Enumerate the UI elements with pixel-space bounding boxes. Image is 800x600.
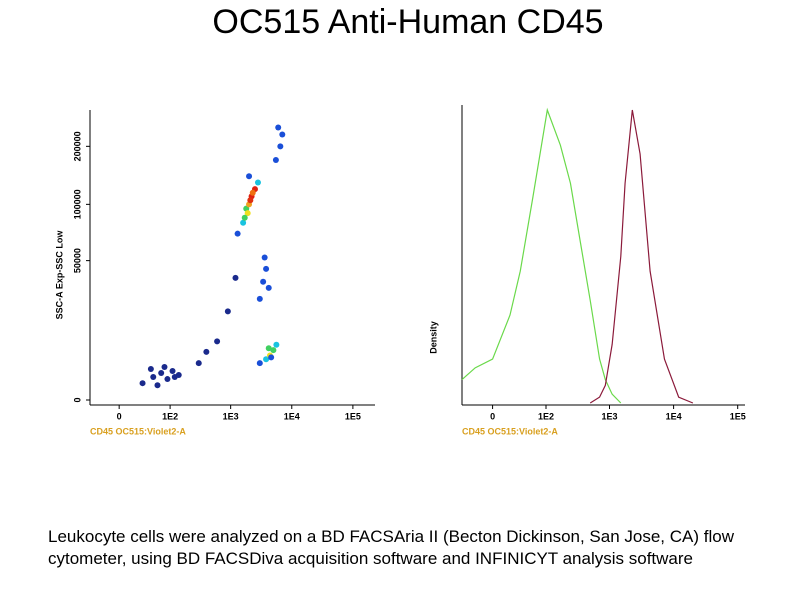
point bbox=[249, 189, 256, 196]
point bbox=[254, 179, 261, 186]
point bbox=[161, 363, 168, 370]
point bbox=[261, 254, 268, 261]
x-tick-label: 1E2 bbox=[162, 411, 178, 421]
y-tick-label: 50000 bbox=[72, 248, 82, 273]
point bbox=[260, 278, 267, 285]
y-axis-label: Density bbox=[428, 321, 438, 354]
point bbox=[263, 265, 270, 272]
x-tick-label: 1E5 bbox=[345, 411, 361, 421]
point bbox=[224, 308, 231, 315]
point bbox=[247, 197, 254, 204]
title: OC515 Anti-Human CD45 bbox=[212, 3, 603, 41]
point bbox=[268, 354, 275, 361]
x-axis-label: CD45 OC515:Violet2-A bbox=[462, 426, 558, 436]
point bbox=[154, 382, 161, 389]
point bbox=[195, 360, 202, 367]
point bbox=[169, 367, 176, 374]
point bbox=[232, 274, 239, 281]
point bbox=[203, 348, 210, 355]
point bbox=[139, 380, 146, 387]
point bbox=[246, 173, 253, 180]
point bbox=[164, 376, 171, 383]
x-tick-label: 1E4 bbox=[666, 411, 682, 421]
y-tick-label: 100000 bbox=[72, 189, 82, 219]
point bbox=[256, 295, 263, 302]
x-tick-label: 0 bbox=[117, 411, 122, 421]
caption: Leukocyte cells were analyzed on a BD FA… bbox=[48, 527, 734, 568]
point bbox=[270, 347, 277, 354]
point bbox=[275, 124, 282, 131]
x-tick-label: 0 bbox=[490, 411, 495, 421]
point bbox=[279, 131, 286, 138]
density-line bbox=[589, 109, 694, 404]
point bbox=[241, 214, 248, 221]
point bbox=[171, 374, 178, 381]
density-line bbox=[461, 107, 622, 404]
x-tick-label: 1E3 bbox=[601, 411, 617, 421]
x-tick-label: 1E3 bbox=[223, 411, 239, 421]
point bbox=[240, 219, 247, 226]
x-tick-label: 1E2 bbox=[538, 411, 554, 421]
point bbox=[272, 156, 279, 163]
figure: OC515 Anti-Human CD45 0 1E2 1E3 1E4 1E5 0 5000… bbox=[54, 3, 746, 436]
point bbox=[150, 374, 157, 381]
point bbox=[214, 338, 221, 345]
point bbox=[263, 356, 270, 363]
point bbox=[158, 369, 165, 376]
x-tick-label: 1E5 bbox=[730, 411, 746, 421]
point bbox=[147, 365, 154, 372]
y-tick-label: 0 bbox=[72, 397, 82, 402]
point bbox=[244, 210, 251, 217]
point bbox=[273, 341, 280, 348]
x-axis-label: CD45 OC515:Violet2-A bbox=[90, 426, 186, 436]
y-tick-label: 200000 bbox=[72, 131, 82, 161]
point bbox=[265, 345, 272, 352]
point bbox=[256, 360, 263, 367]
y-axis-label: SSC-A Exp-SSC Low bbox=[54, 230, 64, 320]
point bbox=[277, 143, 284, 150]
x-tick-label: 1E4 bbox=[284, 411, 300, 421]
point bbox=[265, 284, 272, 291]
point bbox=[234, 230, 241, 237]
